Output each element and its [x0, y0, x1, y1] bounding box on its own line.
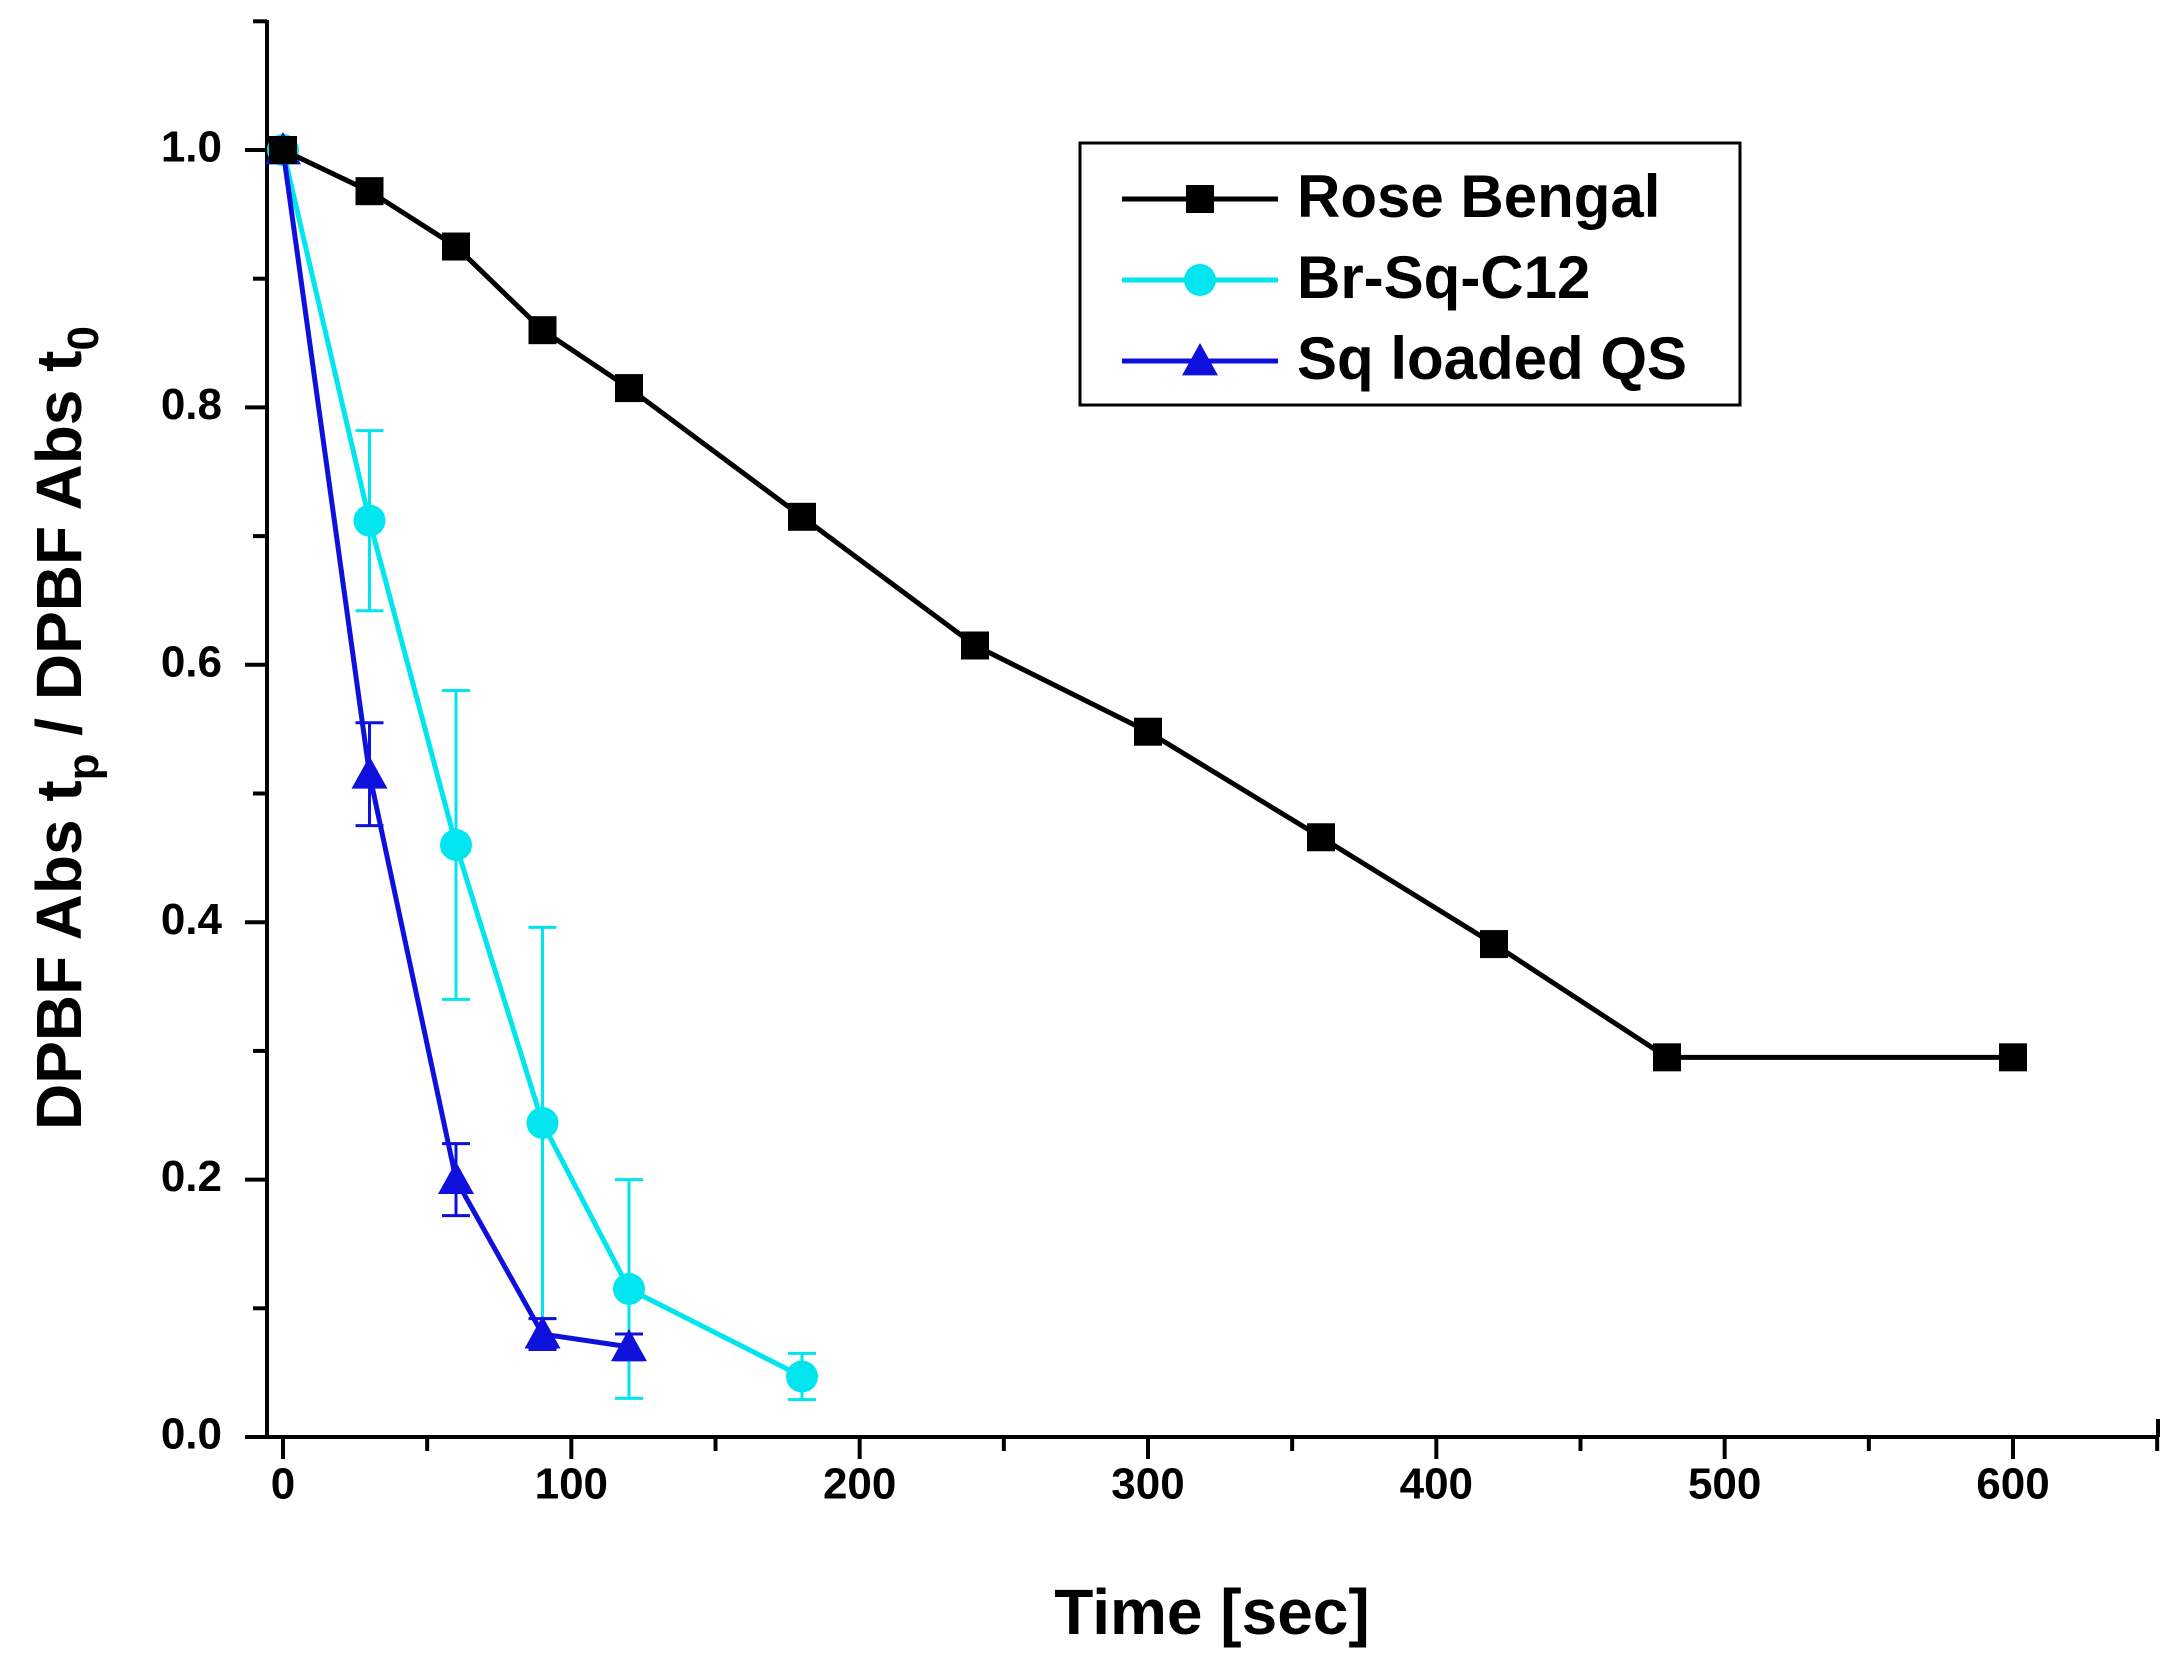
x-tick-label: 500 — [1688, 1460, 1761, 1509]
x-tick-label: 0 — [271, 1460, 295, 1509]
legend-marker — [1182, 343, 1218, 376]
data-point — [615, 374, 643, 403]
legend-label: Rose Bengal — [1297, 163, 1660, 230]
data-point — [1480, 930, 1508, 959]
y-tick-label: 0.0 — [161, 1410, 222, 1459]
y-tick-label: 0.2 — [161, 1152, 222, 1201]
legend-marker — [1184, 264, 1216, 296]
data-point — [611, 1328, 647, 1362]
x-tick-label: 100 — [535, 1460, 608, 1509]
series-line — [280, 149, 804, 1379]
legend-marker — [1186, 185, 1214, 213]
data-point — [1653, 1043, 1681, 1072]
y-tick-label: 0.8 — [161, 380, 222, 429]
data-point — [786, 1360, 818, 1393]
data-point — [269, 136, 297, 164]
x-tick-label: 300 — [1111, 1460, 1184, 1509]
x-tick-label: 600 — [1976, 1460, 2049, 1509]
series-rose-bengal — [269, 136, 2027, 1072]
legend-label: Sq loaded QS — [1297, 325, 1687, 392]
data-point — [355, 177, 384, 206]
data-point — [526, 1106, 559, 1139]
y-axis-title-main: DPBF Abs t — [23, 780, 95, 1130]
y-axis-title: DPBF Abs tp / DPBF Abs t0 — [23, 326, 108, 1130]
axes: 0 100 200 300 400 500 600 0.0 0.2 0.4 0.6 0.8 1.0 Tim… — [23, 19, 2160, 1648]
data-point — [440, 828, 472, 861]
data-point — [528, 316, 557, 345]
y-tick-label: 0.6 — [161, 637, 222, 686]
data-point — [1307, 823, 1335, 852]
data-point — [1999, 1043, 2027, 1072]
data-point — [1134, 717, 1162, 746]
series-layer — [265, 132, 2027, 1402]
x-tick-label: 400 — [1400, 1460, 1473, 1509]
legend: Rose Bengal Br-Sq-C12 Sq loaded QS — [1078, 141, 1742, 407]
data-point — [961, 631, 989, 660]
x-axis-title: Time [sec] — [1054, 1576, 1369, 1648]
y-tick-label: 1.0 — [161, 123, 222, 172]
data-point — [613, 1272, 645, 1305]
series-line — [281, 147, 2013, 1060]
y-axis-title-sub-p: p — [59, 753, 108, 780]
data-point — [442, 232, 470, 261]
data-point — [351, 756, 388, 789]
x-tick-label: 200 — [823, 1460, 896, 1509]
legend-label: Br-Sq-C12 — [1297, 244, 1590, 311]
data-point — [438, 1161, 474, 1194]
data-point — [788, 502, 816, 531]
data-point — [524, 1316, 561, 1349]
y-axis-title-sub-0: 0 — [59, 326, 108, 350]
y-tick-label: 0.4 — [161, 895, 223, 944]
y-axis-title-middle: / DPBF Abs t — [23, 351, 95, 754]
data-point — [353, 504, 386, 537]
